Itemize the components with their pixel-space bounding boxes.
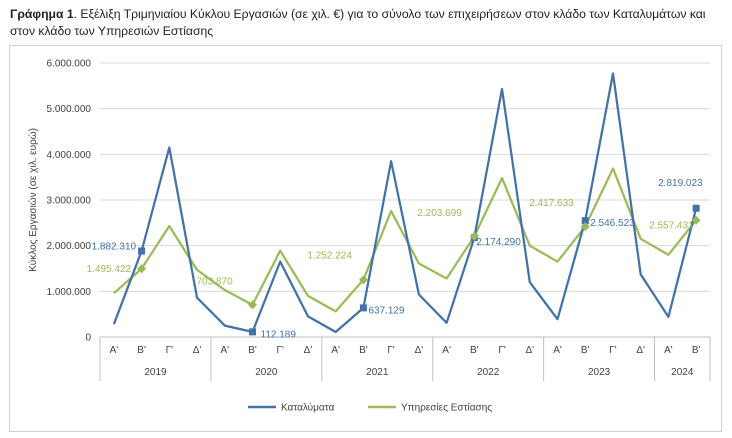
data-label: 2.417.633 (529, 198, 574, 209)
x-tick-label: Α' (442, 345, 451, 356)
x-tick-label: Γ' (277, 345, 285, 356)
data-label: 2.819.023 (658, 178, 703, 189)
data-point-marker (248, 300, 257, 310)
year-label: 2023 (588, 367, 611, 378)
x-tick-label: Β' (359, 345, 368, 356)
data-point-marker (137, 264, 147, 274)
y-tick-label: 5.000.000 (47, 104, 92, 115)
data-label: 2.203.699 (417, 208, 462, 219)
x-tick-label: Β' (692, 345, 701, 356)
data-point-marker (249, 328, 256, 336)
x-tick-label: Δ' (193, 345, 202, 356)
y-tick-label: 4.000.000 (47, 150, 92, 161)
x-tick-label: Γ' (498, 345, 506, 356)
data-point-marker (138, 247, 146, 255)
y-tick-label: 2.000.000 (47, 241, 92, 252)
caption-text: . Εξέλιξη Τριμηνιαίου Κύκλου Εργασιών (σ… (10, 7, 706, 38)
legend-label: Καταλύματα (281, 402, 335, 414)
data-label: 112.189 (261, 329, 297, 340)
data-point-marker (580, 222, 590, 232)
x-tick-label: Α' (220, 345, 229, 356)
year-label: 2024 (671, 367, 694, 378)
x-tick-label: Δ' (415, 345, 424, 356)
x-tick-label: Β' (137, 345, 146, 356)
x-tick-label: Δ' (636, 345, 645, 356)
series-line (112, 72, 698, 334)
data-label: 637.129 (368, 305, 405, 316)
legend-label: Υπηρεσίες Εστίασης (401, 402, 492, 414)
year-label: 2021 (366, 367, 389, 378)
x-tick-label: Δ' (525, 345, 534, 356)
y-axis-title: Κύκλος Εργασιών (σε χιλ. ευρώ) (27, 128, 39, 272)
caption-prefix: Γράφημα 1 (10, 7, 74, 21)
data-label: 1.252.224 (307, 250, 352, 261)
x-tick-label: Γ' (166, 345, 174, 356)
x-tick-label: Α' (664, 345, 673, 356)
data-point-marker (691, 215, 701, 225)
y-tick-label: 0 (85, 333, 91, 344)
series-line (113, 167, 697, 313)
x-tick-label: Γ' (609, 345, 617, 356)
chart-caption: Γράφημα 1. Εξέλιξη Τριμηνιαίου Κύκλου Ερ… (10, 6, 724, 40)
year-label: 2022 (477, 367, 500, 378)
x-tick-label: Α' (331, 345, 340, 356)
x-tick-label: Β' (470, 345, 479, 356)
y-tick-label: 6.000.000 (47, 59, 92, 70)
data-point-marker (469, 231, 479, 241)
x-tick-label: Α' (110, 345, 119, 356)
y-tick-label: 1.000.000 (47, 287, 92, 298)
year-label: 2019 (144, 367, 167, 378)
data-point-marker (358, 275, 368, 285)
year-label: 2020 (255, 367, 278, 378)
x-tick-label: Β' (248, 345, 257, 356)
data-point-marker (692, 204, 700, 212)
data-label: 1.495.422 (87, 264, 132, 275)
x-tick-label: Α' (553, 345, 562, 356)
data-label: 2.174.290 (476, 237, 521, 248)
x-tick-label: Δ' (304, 345, 313, 356)
data-label: 2.557.431 (649, 221, 694, 232)
y-tick-label: 3.000.000 (47, 196, 92, 207)
data-label: 703.870 (197, 276, 234, 287)
data-point-marker (581, 217, 589, 225)
chart-area (9, 45, 722, 432)
x-tick-label: Β' (581, 345, 590, 356)
data-label: 1.882.310 (92, 242, 137, 253)
x-tick-label: Γ' (387, 345, 395, 356)
data-label: 2.546.523 (590, 218, 635, 229)
data-point-marker (359, 304, 367, 312)
